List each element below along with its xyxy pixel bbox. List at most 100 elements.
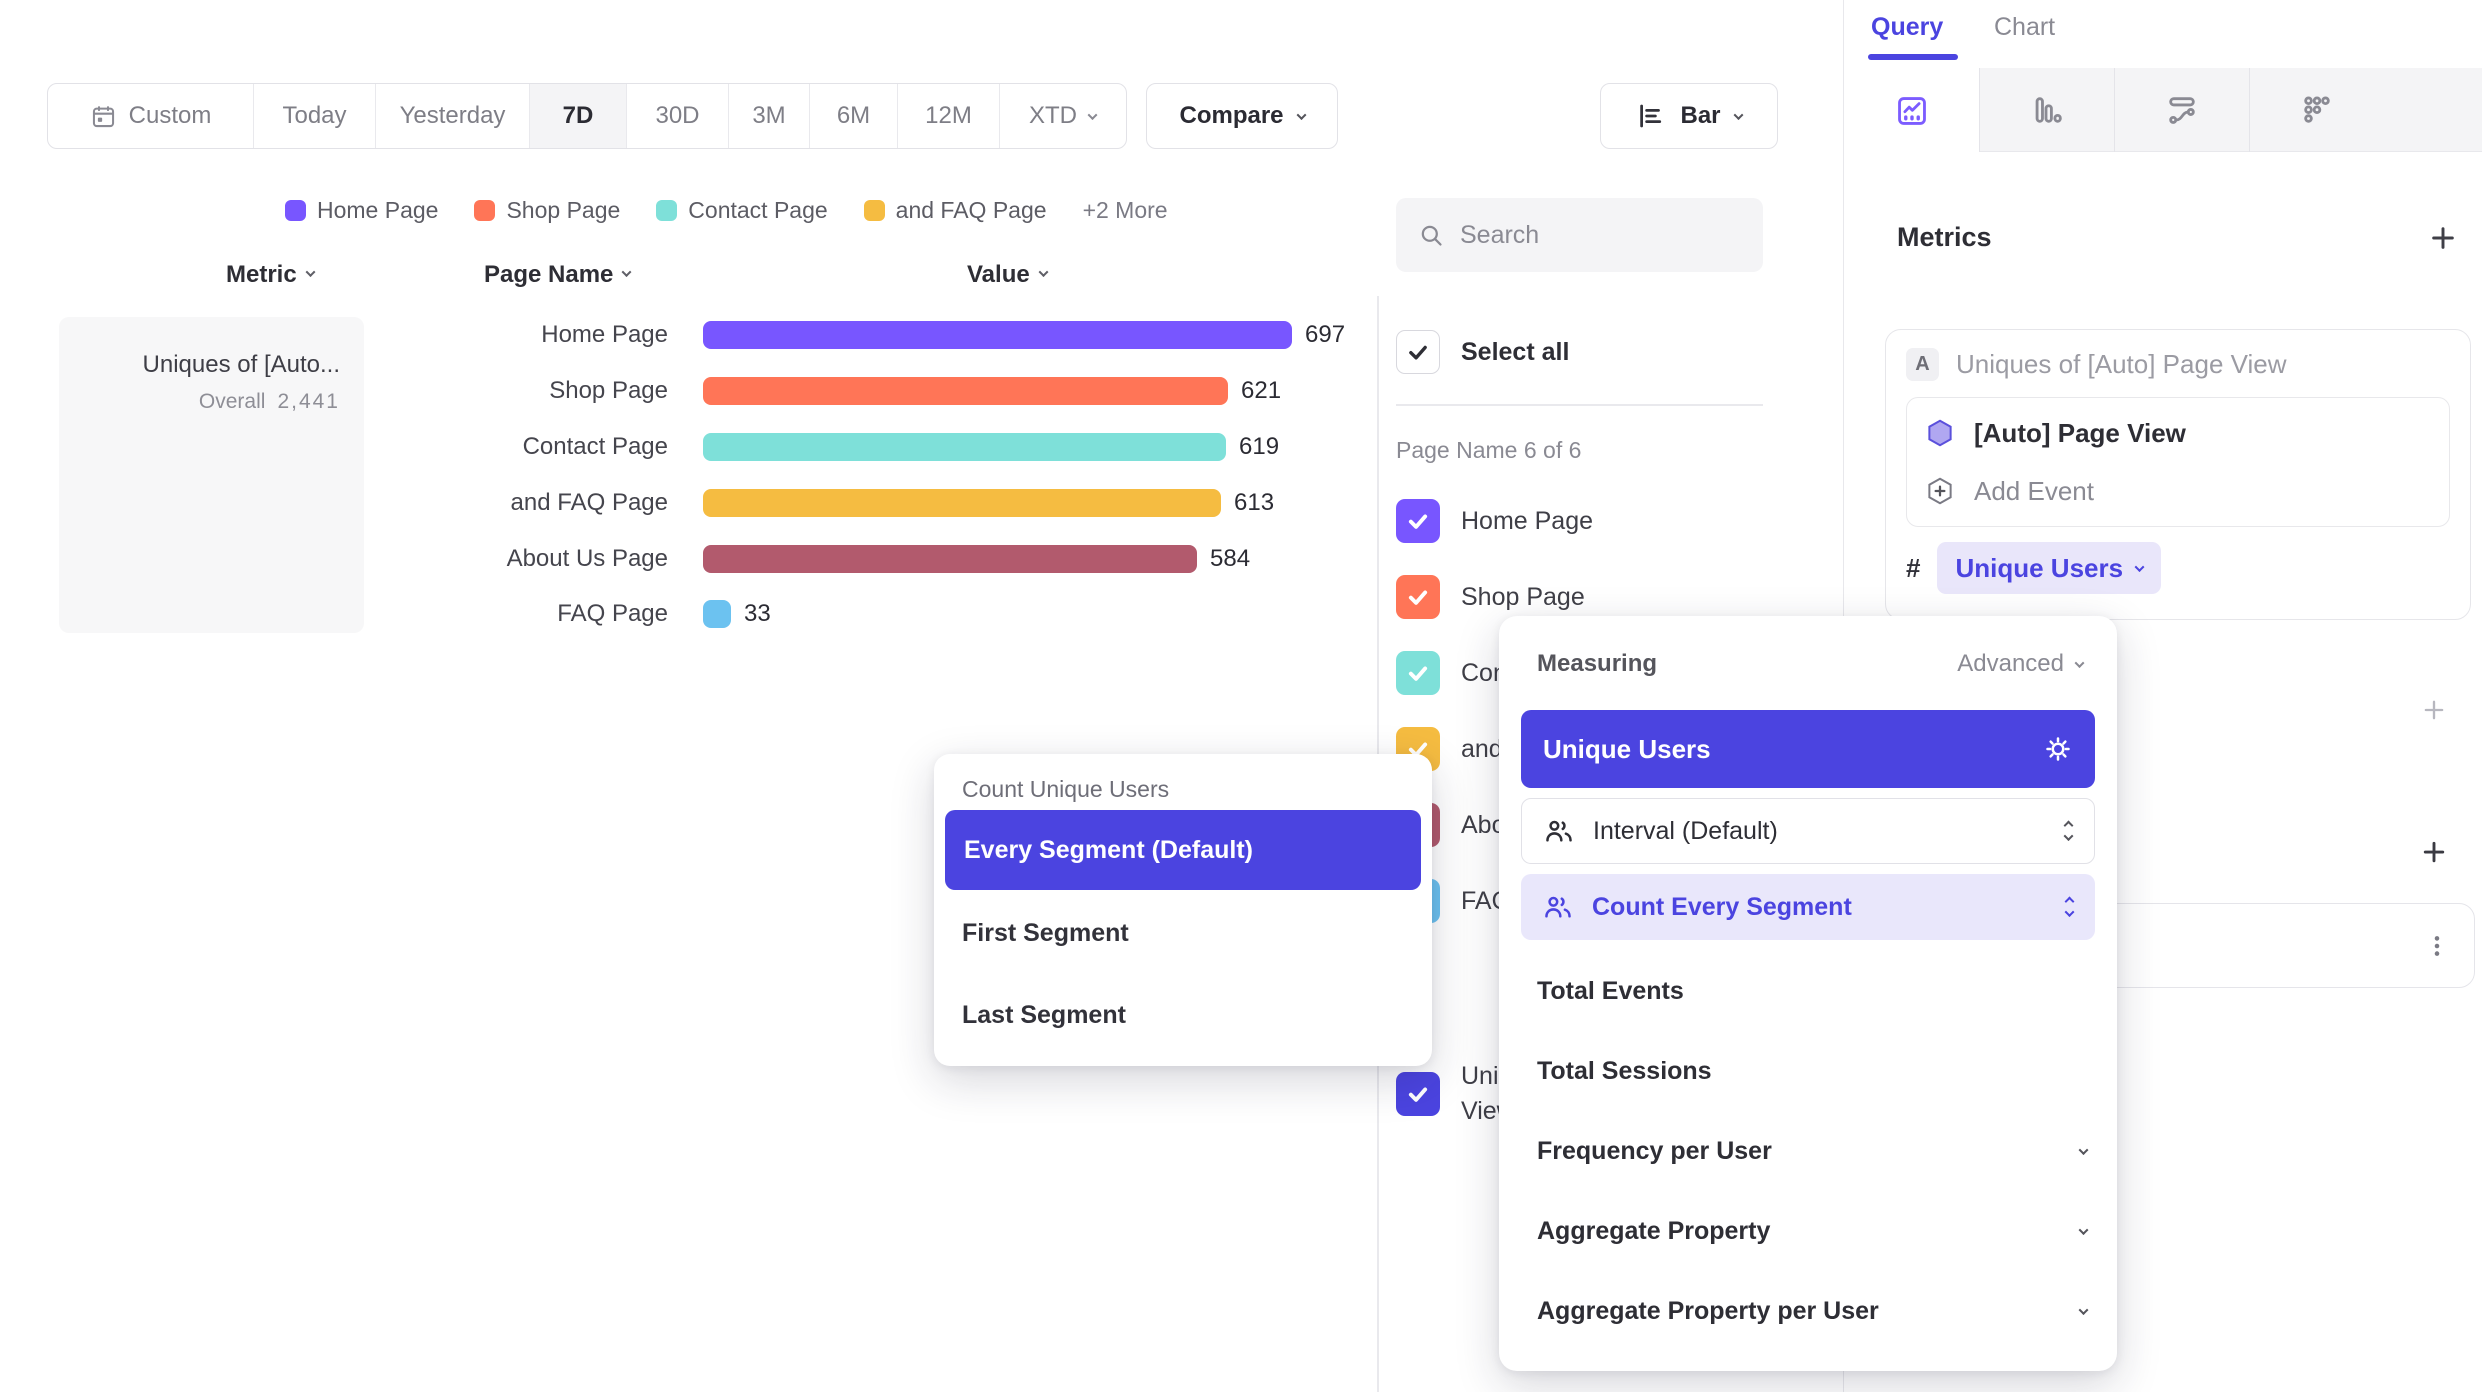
gear-icon[interactable] (2043, 734, 2073, 764)
bar-contact-page[interactable] (703, 433, 1226, 461)
legend-item[interactable]: and FAQ Page (863, 197, 1047, 224)
tab-retention[interactable] (2249, 68, 2384, 152)
checkbox-checked[interactable] (1396, 651, 1440, 695)
option-every-segment[interactable]: Every Segment (Default) (945, 810, 1421, 890)
bar-shop-page[interactable] (703, 377, 1228, 405)
bar-and-faq-page[interactable] (703, 489, 1221, 517)
people-icon (1544, 818, 1574, 844)
active-tab-underline (1868, 54, 1958, 60)
column-header-metric[interactable]: Metric (226, 261, 316, 289)
option-last-segment[interactable]: Last Segment (962, 1000, 1126, 1029)
chevron-down-icon (2078, 1144, 2089, 1155)
chevron-down-icon (621, 266, 632, 277)
tab-query[interactable]: Query (1871, 13, 1944, 41)
add-event-row[interactable]: Add Event (1925, 462, 2431, 520)
option-total-events[interactable]: Total Events (1537, 976, 1684, 1005)
search-input[interactable] (1460, 220, 1720, 250)
select-all-row[interactable]: Select all (1396, 330, 1569, 374)
funnel-bars-icon (2030, 93, 2064, 127)
column-header-page-name[interactable]: Page Name (484, 261, 632, 289)
date-range-3m[interactable]: 3M (728, 84, 809, 148)
event-row[interactable]: [Auto] Page View (1925, 404, 2431, 462)
date-range-30d[interactable]: 30D (626, 84, 728, 148)
add-metric-button[interactable] (2427, 222, 2459, 254)
table-row: 621 (703, 377, 1281, 405)
option-first-segment[interactable]: First Segment (962, 918, 1129, 947)
table-row: 33 (703, 600, 771, 628)
select-all-checkbox[interactable] (1396, 330, 1440, 374)
bar-value: 33 (744, 600, 771, 627)
stepper-icon[interactable] (2063, 820, 2074, 841)
bar-faq-page[interactable] (703, 600, 731, 628)
segment-search[interactable] (1396, 198, 1763, 272)
row-label: Home Page (541, 321, 668, 348)
people-icon (1543, 894, 1573, 920)
insights-chart-icon (1895, 94, 1929, 128)
column-header-value[interactable]: Value (967, 261, 1049, 289)
checkbox-checked[interactable] (1396, 575, 1440, 619)
tab-flows[interactable] (2114, 68, 2249, 152)
advanced-toggle[interactable]: Advanced (1957, 650, 2085, 678)
checkbox-checked[interactable] (1396, 499, 1440, 543)
metric-summary-card[interactable]: Uniques of [Auto... Overall 2,441 (59, 317, 364, 633)
date-range-7d[interactable]: 7D (529, 84, 626, 148)
date-range-6m[interactable]: 6M (809, 84, 897, 148)
metric-badge: A (1906, 348, 1939, 381)
bar-value: 697 (1305, 321, 1346, 348)
chart-legend: Home Page Shop Page Contact Page and FAQ… (285, 197, 1168, 224)
metric-overall: Overall 2,441 (198, 390, 340, 413)
stepper-interval-default[interactable]: Interval (Default) (1521, 798, 2095, 864)
legend-item[interactable]: Contact Page (656, 197, 828, 224)
stepper-icon[interactable] (2064, 896, 2075, 917)
more-options-icon[interactable] (2424, 933, 2450, 959)
chevron-down-icon (1038, 266, 1049, 277)
report-type-tabs (1844, 68, 2482, 154)
date-range-12m[interactable]: 12M (897, 84, 999, 148)
event-box: [Auto] Page View Add Event (1906, 397, 2450, 527)
segment-group-label: Page Name 6 of 6 (1396, 437, 1582, 463)
stepper-count-every-segment[interactable]: Count Every Segment (1521, 874, 2095, 940)
date-range-today[interactable]: Today (253, 84, 375, 148)
metric-card-title: Uniques of [Auto] Page View (1956, 349, 2287, 379)
bar-home-page[interactable] (703, 321, 1292, 349)
row-label: and FAQ Page (510, 489, 668, 516)
chevron-down-icon (2078, 1304, 2089, 1315)
tab-chart[interactable]: Chart (1994, 13, 2056, 41)
option-unique-users[interactable]: Unique Users (1521, 710, 2095, 788)
tab-funnels[interactable] (1979, 68, 2114, 152)
table-row: 619 (703, 433, 1279, 461)
segment-item-shop-page[interactable]: Shop Page (1396, 575, 1585, 619)
chart-type-button[interactable]: Bar (1600, 83, 1778, 149)
metrics-section-title: Metrics (1897, 222, 1992, 252)
option-total-sessions[interactable]: Total Sessions (1537, 1056, 1712, 1085)
metric-builder-card[interactable]: A Uniques of [Auto] Page View [Auto] Pag… (1885, 329, 2471, 620)
segment-item-home-page[interactable]: Home Page (1396, 499, 1593, 543)
chevron-down-icon (2134, 561, 2145, 572)
add-breakdown-button[interactable] (2419, 837, 2449, 867)
date-range-custom[interactable]: Custom (48, 84, 253, 148)
legend-item[interactable]: Shop Page (474, 197, 620, 224)
measurement-chip[interactable]: Unique Users (1937, 542, 2162, 594)
add-filter-button[interactable] (2420, 696, 2448, 724)
compare-button[interactable]: Compare (1146, 83, 1338, 149)
hash-label: # (1906, 552, 1921, 583)
option-aggregate-property-per-user[interactable]: Aggregate Property per User (1537, 1281, 2089, 1341)
metric-title: Uniques of [Auto... (142, 351, 340, 378)
hexagon-plus-icon (1925, 476, 1955, 506)
bar-value: 584 (1210, 545, 1251, 572)
legend-item[interactable]: Home Page (285, 197, 438, 224)
date-range-yesterday[interactable]: Yesterday (375, 84, 529, 148)
option-aggregate-property[interactable]: Aggregate Property (1537, 1201, 2089, 1261)
tab-insights[interactable] (1844, 68, 1979, 154)
table-row: 613 (703, 489, 1274, 517)
legend-swatch (656, 200, 678, 221)
bar-about-us-page[interactable] (703, 545, 1197, 573)
legend-more[interactable]: +2 More (1082, 197, 1168, 223)
option-frequency-per-user[interactable]: Frequency per User (1537, 1121, 2089, 1181)
checkbox-checked[interactable] (1396, 1072, 1440, 1116)
chevron-down-icon (1087, 109, 1098, 120)
date-range-xtd[interactable]: XTD (999, 84, 1125, 148)
bar-value: 621 (1241, 377, 1282, 404)
bar-chart-icon (1636, 101, 1666, 131)
table-row: 584 (703, 545, 1250, 573)
